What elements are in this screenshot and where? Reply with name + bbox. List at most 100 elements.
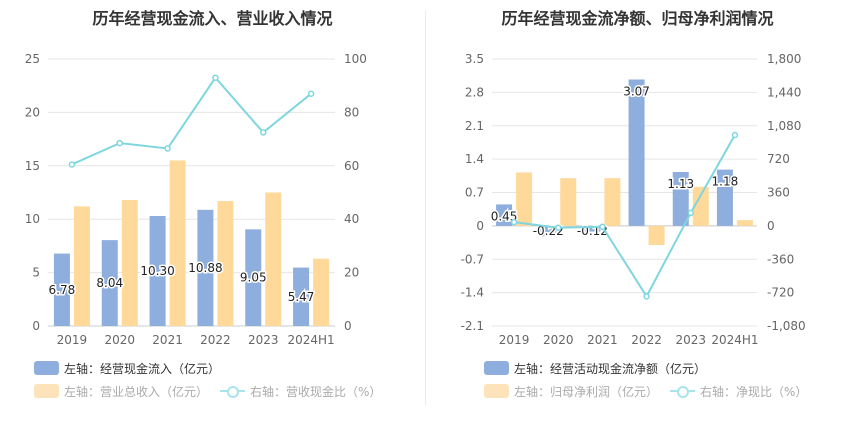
bar (692, 186, 709, 226)
panel-divider (425, 10, 426, 405)
x-tick-label: 2024H1 (711, 333, 758, 347)
y-left-tick-label: 25 (25, 52, 40, 66)
x-tick-label: 2020 (543, 333, 574, 347)
y-left-tick-label: 0.7 (465, 186, 484, 200)
line-point (307, 90, 315, 97)
y-right-tick-label: -1,080 (767, 319, 806, 333)
x-tick-label: 2023 (248, 333, 279, 347)
bar (516, 172, 533, 226)
x-tick-label: 2021 (152, 333, 183, 347)
line-point (555, 224, 562, 231)
bar (169, 160, 186, 326)
bar (628, 79, 645, 226)
line-point (260, 129, 267, 136)
bar (736, 220, 753, 226)
bar (73, 206, 90, 326)
y-left-tick-label: 10 (25, 212, 40, 226)
chart-panel-left: 历年经营现金流入、营业收入情况 0 5 10 15 20 25 0 20 40 60 80 100 20… (25, 9, 382, 400)
bar (313, 258, 330, 326)
bar (245, 229, 262, 326)
legend-label: 左轴：归母净利润（亿元） (514, 385, 659, 399)
y-right-tick-label: 20 (344, 266, 359, 280)
legend-swatch-blue (34, 361, 59, 375)
y-left-tick-label: 5 (32, 266, 40, 280)
legend-item-ratio[interactable]: 右轴：营收现金比（%） (220, 383, 381, 400)
line-point (212, 74, 219, 81)
data-label: 1.18 (712, 175, 739, 189)
y-right-tick-label: 1,800 (767, 52, 801, 66)
legend-item-net-profit[interactable]: 左轴：归母净利润（亿元） (484, 383, 658, 400)
bar (293, 267, 310, 326)
x-tick-label: 2022 (200, 333, 231, 347)
line-point (116, 139, 123, 147)
legend-line-marker-icon (220, 384, 245, 398)
y-left-tick-label: 15 (25, 159, 40, 173)
x-tick-label: 2019 (499, 333, 530, 347)
bar (101, 240, 118, 326)
y-left-tick-label: 2.8 (465, 85, 484, 99)
chart-title: 历年经营现金流净额、归母净利润情况 (501, 9, 774, 28)
legend-swatch-orange (484, 384, 509, 398)
legend-label: 左轴：营业总收入（亿元） (64, 385, 209, 399)
x-tick-label: 2020 (104, 333, 135, 347)
bar (540, 225, 557, 237)
data-label: 10.88 (188, 261, 222, 275)
line-point (731, 131, 739, 139)
y-right-tick-label: -360 (767, 252, 794, 266)
y-right-tick-label: 360 (767, 186, 790, 200)
y-right-tick-label: 0 (344, 319, 352, 333)
bar (716, 169, 733, 226)
line-point (643, 293, 650, 300)
bar (604, 178, 621, 226)
y-right-tick-label: 720 (767, 152, 790, 166)
y-right-tick-label: 40 (344, 212, 359, 226)
y-left-tick-label: 20 (25, 105, 40, 119)
series-line (71, 76, 312, 166)
chart-title: 历年经营现金流入、营业收入情况 (92, 9, 333, 28)
legend-swatch-orange (34, 384, 59, 398)
y-right-tick-label: 0 (767, 219, 775, 233)
legend-item-net-cash-flow[interactable]: 左轴：经营活动现金流净额（亿元） (484, 360, 706, 377)
bar (149, 215, 166, 326)
chart-left-svg: 0 5 10 15 20 25 0 20 40 60 80 100 2019 2020 2021 2022 20… (25, 52, 367, 347)
bar (217, 201, 234, 326)
data-label: 8.04 (96, 276, 123, 290)
line-point (510, 218, 518, 226)
legend-label: 左轴：经营现金流入（亿元） (64, 362, 221, 376)
legend-swatch-blue (484, 361, 509, 375)
data-label: 10.30 (140, 264, 174, 278)
legend-item-net-cash-ratio[interactable]: 右轴：净现比（%） (670, 383, 807, 400)
data-label: 5.47 (288, 290, 315, 304)
y-right-tick-label: 100 (344, 52, 367, 66)
line-point (687, 209, 694, 217)
data-label: 3.07 (623, 85, 650, 99)
bar (672, 171, 689, 226)
legend-item-revenue[interactable]: 左轴：营业总收入（亿元） (34, 383, 208, 400)
data-label: 1.13 (667, 177, 694, 191)
legend-label: 左轴：经营活动现金流净额（亿元） (514, 362, 707, 376)
bar (560, 178, 577, 226)
legend-item-cash-inflow[interactable]: 左轴：经营现金流入（亿元） (34, 360, 220, 377)
y-right-tick-label: 1,080 (767, 119, 801, 133)
bar (648, 225, 665, 245)
series-line (513, 134, 736, 299)
line-point (599, 223, 606, 231)
x-tick-label: 2022 (631, 333, 662, 347)
line-point (164, 145, 171, 152)
y-right-tick-label: 1,440 (767, 85, 801, 99)
y-left-tick-label: 0 (476, 219, 484, 233)
data-label: 9.05 (240, 271, 267, 285)
x-tick-label: 2023 (675, 333, 706, 347)
bar (584, 225, 601, 232)
bar (121, 199, 138, 326)
bar (53, 253, 70, 326)
y-left-tick-label: -2.1 (461, 319, 484, 333)
x-tick-label: 2019 (57, 333, 88, 347)
chart-panel-right: 历年经营现金流净额、归母净利润情况 -2.1 -1.4 -0.7 0 0.7 1.4 2.1… (425, 0, 850, 437)
x-tick-label: 2021 (587, 333, 618, 347)
legend-label: 右轴：净现比（%） (700, 385, 808, 399)
y-right-tick-label: 80 (344, 105, 359, 119)
y-right-tick-label: 60 (344, 159, 359, 173)
y-left-tick-label: 0 (32, 319, 40, 333)
bar (265, 192, 282, 326)
